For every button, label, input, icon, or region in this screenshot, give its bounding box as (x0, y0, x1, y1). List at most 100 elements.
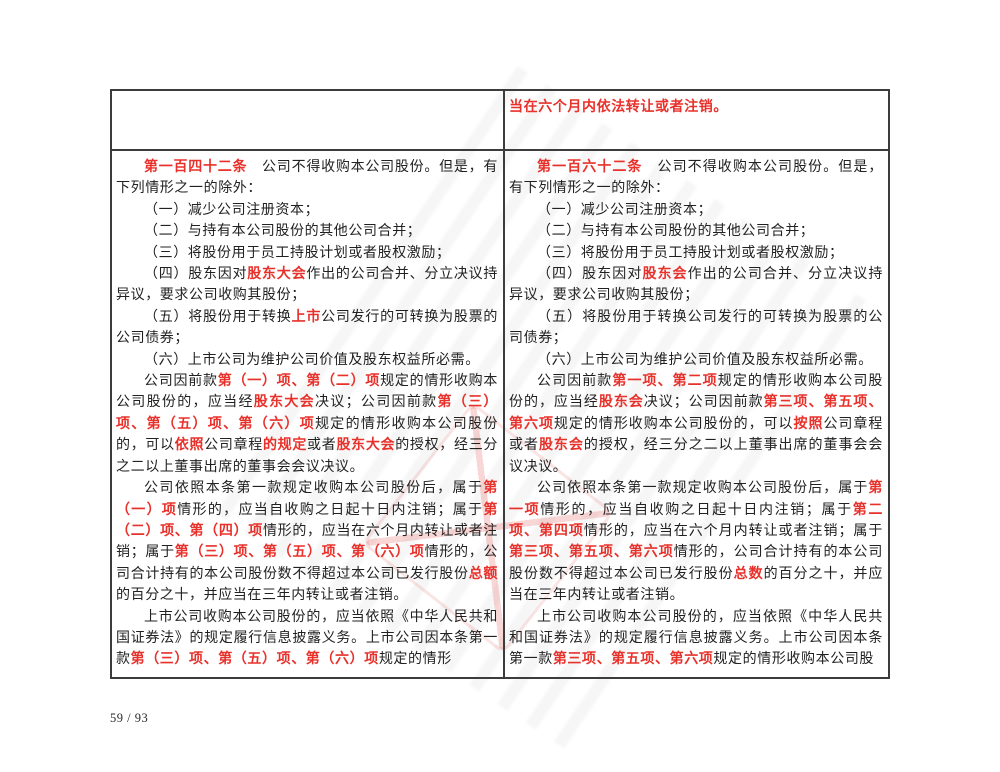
text-run: （二）与持有本公司股份的其他公司合并； (144, 224, 422, 240)
text-run: 决议；公司因前款 (643, 395, 764, 411)
paragraph: （五）将股份用于转换上市公司发行的可转换为股票的公司债券； (116, 307, 498, 350)
changed-text-run: 的规定 (262, 438, 308, 454)
changed-text-run: 股东大会 (247, 267, 307, 283)
changed-text-run: 第一项 (509, 481, 883, 518)
changed-text-run: 股东会 (598, 395, 644, 411)
text-run: 作出的公司合并、分立决议持异议，要求公司收购其股份； (116, 267, 498, 304)
text-run: 规定的情形收购本公司股份的，应当经 (509, 374, 884, 411)
changed-text-run: 第三项、第五项、第六项 (552, 652, 714, 668)
text-run: （五）将股份用于转换公司发行的可转换为股票的公司债券； (509, 309, 883, 347)
paragraph: 上市公司收购本公司股份的，应当依照《中华人民共和国证券法》的规定履行信息披露义务… (509, 607, 883, 671)
changed-text-run: 按照 (793, 416, 824, 432)
text-run: 作出的公司合并、分立决议持异议，要求公司收购其股份； (509, 267, 883, 304)
changed-text-run: 第（一）项 (116, 481, 498, 518)
paragraph: （六）上市公司为维护公司价值及股东权益所必需。 (509, 350, 883, 371)
paragraph: 公司因前款第一项、第二项规定的情形收购本公司股份的，应当经股东会决议；公司因前款… (509, 371, 883, 478)
text-run: 或者 (307, 438, 337, 454)
text-run: 情形的，应当自收购之日起十日内注销；属于 (540, 502, 853, 518)
comparison-table: 当在六个月内依法转让或者注销。 第一百四十二条 公司不得收购本公司股份。但是，有… (110, 89, 890, 679)
text-run: 公司不得收购本公司股份。但是，有下列情形之一的除外： (509, 160, 883, 197)
text-run: 情形的，公司合计持有的本公司股份数不得超过本公司已发行股份 (509, 545, 883, 582)
paragraph: （二）与持有本公司股份的其他公司合并； (509, 221, 883, 242)
paragraph: （六）上市公司为维护公司价值及股东权益所必需。 (116, 350, 498, 371)
text-run: 情形的，公司合计持有的本公司股份数不得超过本公司已发行股份 (116, 545, 499, 582)
text-run: 的百分之十，并应当在三年内转让或者注销。 (509, 566, 883, 604)
paragraph: （三）将股份用于员工持股计划或者股权激励； (116, 243, 498, 264)
changed-text-run: 股东大会 (253, 395, 315, 411)
table-row-articles: 第一百四十二条 公司不得收购本公司股份。但是，有下列情形之一的除外： （一）减少公… (112, 151, 888, 677)
table-cell-article-142: 第一百四十二条 公司不得收购本公司股份。但是，有下列情形之一的除外： （一）减少公… (112, 151, 503, 677)
changed-text-run: 总额 (468, 566, 498, 582)
paragraph: 公司依照本条第一款规定收购本公司股份后，属于第一项情形的，应当自收购之日起十日内… (509, 478, 883, 606)
text-run: （五）将股份用于转换 (144, 309, 292, 325)
changed-text-run: 第（三）项、第（五）项、第（六）项 (174, 545, 425, 561)
text-run: （四）股东因对 (144, 267, 248, 283)
text-run: 公司因前款 (144, 374, 218, 390)
text-run: （六）上市公司为维护公司价值及股东权益所必需。 (537, 352, 873, 368)
paragraph: （一）减少公司注册资本； (509, 200, 883, 221)
text-run: 公司章程 (204, 438, 263, 454)
text-run: 规定的情形收购本公司股 (713, 652, 875, 668)
paragraph: （二）与持有本公司股份的其他公司合并； (116, 221, 498, 242)
changed-text-run: 股东会 (538, 438, 584, 454)
text-run: 的授权，经三分之二以上董事出席的董事会会议决议。 (509, 438, 884, 475)
text-run: 的百分之十，并应当在三年内转让或者注销。 (116, 588, 408, 604)
text-run: 公司不得收购本公司股份。但是，有下列情形之一的除外： (116, 160, 498, 197)
paragraph: （一）减少公司注册资本； (116, 200, 498, 221)
changed-text-run: 第三项、第五项、第六项 (509, 545, 674, 561)
text-run: 的授权，经三分之二以上董事出席的董事会会议决议。 (116, 438, 498, 475)
text-run: 规定的情形收购本公司股份的，可以 (553, 416, 794, 432)
table-cell-right-carryover: 当在六个月内依法转让或者注销。 (503, 91, 888, 149)
text-run: 公司章程或者 (509, 416, 883, 454)
paragraph: （四）股东因对股东会作出的公司合并、分立决议持异议，要求公司收购其股份； (509, 264, 883, 307)
text-run: （一）减少公司注册资本； (144, 202, 320, 218)
changed-text-run: 第（三）项、第（五）项、第（六）项 (130, 652, 379, 668)
text-run: 公司因前款 (537, 374, 613, 390)
text-run: 决议；公司因前款 (315, 395, 438, 411)
changed-text-run: 股东大会 (336, 438, 396, 454)
changed-text-run: 依照 (174, 438, 205, 454)
text-run: 规定的情形收购本公司股份的，可以 (116, 416, 498, 454)
text-run: 情形的，应当在六个月内转让或者注销；属于 (116, 523, 499, 561)
text-run: 规定的情形 (378, 652, 452, 668)
changed-text-run: 股东会 (642, 267, 688, 283)
text-run: 上市公司收购本公司股份的，应当依照《中华人民共和国证券法》的规定履行信息披露义务… (116, 609, 498, 668)
changed-text-run: 第二项、第四项 (509, 502, 884, 539)
text-run: 规定的情形收购本公司股份的，应当经 (116, 374, 498, 411)
text-run: （三）将股份用于员工持股计划或者股权激励； (144, 245, 451, 261)
changed-text-run: 第（三）项、第（五）项、第（六）项 (116, 395, 498, 432)
text-run: 情形的，应当在六个月内转让或者注销；属于 (583, 523, 883, 539)
changed-text-run: 第（二）项、第（四）项 (116, 502, 498, 539)
changed-text-run: 第（一）项、第（二）项 (217, 374, 381, 390)
text-run: （二）与持有本公司股份的其他公司合并； (537, 224, 815, 240)
table-cell-article-162: 第一百六十二条 公司不得收购本公司股份。但是，有下列情形之一的除外： （一）减少公… (503, 151, 888, 677)
changed-text-run: 当在六个月内依法转让或者注销。 (509, 100, 728, 115)
text-run: 情形的，应当自收购之日起十日内注销；属于 (177, 502, 484, 518)
changed-text-run: 第一项、第二项 (612, 374, 718, 390)
text-run: （三）将股份用于员工持股计划或者股权激励； (537, 245, 844, 261)
paragraph: 公司因前款第（一）项、第（二）项规定的情形收购本公司股份的，应当经股东大会决议；… (116, 371, 498, 478)
text-run: 上市公司收购本公司股份的，应当依照《中华人民共和国证券法》的规定履行信息披露义务… (509, 609, 883, 668)
changed-text-run: 第三项、第五项、第六项 (509, 395, 883, 432)
paragraph: 第一百六十二条 公司不得收购本公司股份。但是，有下列情形之一的除外： (509, 157, 883, 200)
text-run: 公司依照本条第一款规定收购本公司股份后，属于 (144, 481, 484, 497)
text-run: （一）减少公司注册资本； (537, 202, 713, 218)
paragraph: （五）将股份用于转换公司发行的可转换为股票的公司债券； (509, 307, 883, 350)
paragraph: 上市公司收购本公司股份的，应当依照《中华人民共和国证券法》的规定履行信息披露义务… (116, 607, 498, 671)
changed-text-run: 上市 (291, 309, 322, 325)
changed-text-run: 第一百六十二条 (537, 160, 643, 175)
paragraph: 当在六个月内依法转让或者注销。 (509, 97, 883, 118)
changed-text-run: 总数 (733, 566, 764, 582)
paragraph: 第一百四十二条 公司不得收购本公司股份。但是，有下列情形之一的除外： (116, 157, 498, 200)
paragraph: （四）股东因对股东大会作出的公司合并、分立决议持异议，要求公司收购其股份； (116, 264, 498, 307)
table-row-carryover: 当在六个月内依法转让或者注销。 (112, 91, 888, 151)
text-run: （六）上市公司为维护公司价值及股东权益所必需。 (144, 352, 480, 368)
text-run: 公司依照本条第一款规定收购本公司股份后，属于 (537, 481, 869, 497)
paragraph: 公司依照本条第一款规定收购本公司股份后，属于第（一）项情形的，应当自收购之日起十… (116, 478, 498, 606)
table-cell-left-carryover (112, 91, 503, 149)
changed-text-run: 第一百四十二条 (144, 160, 248, 175)
paragraph: （三）将股份用于员工持股计划或者股权激励； (509, 243, 883, 264)
page-number: 59 / 93 (110, 711, 149, 725)
text-run: （四）股东因对 (537, 267, 643, 283)
text-run: 公司发行的可转换为股票的公司债券； (116, 309, 498, 347)
